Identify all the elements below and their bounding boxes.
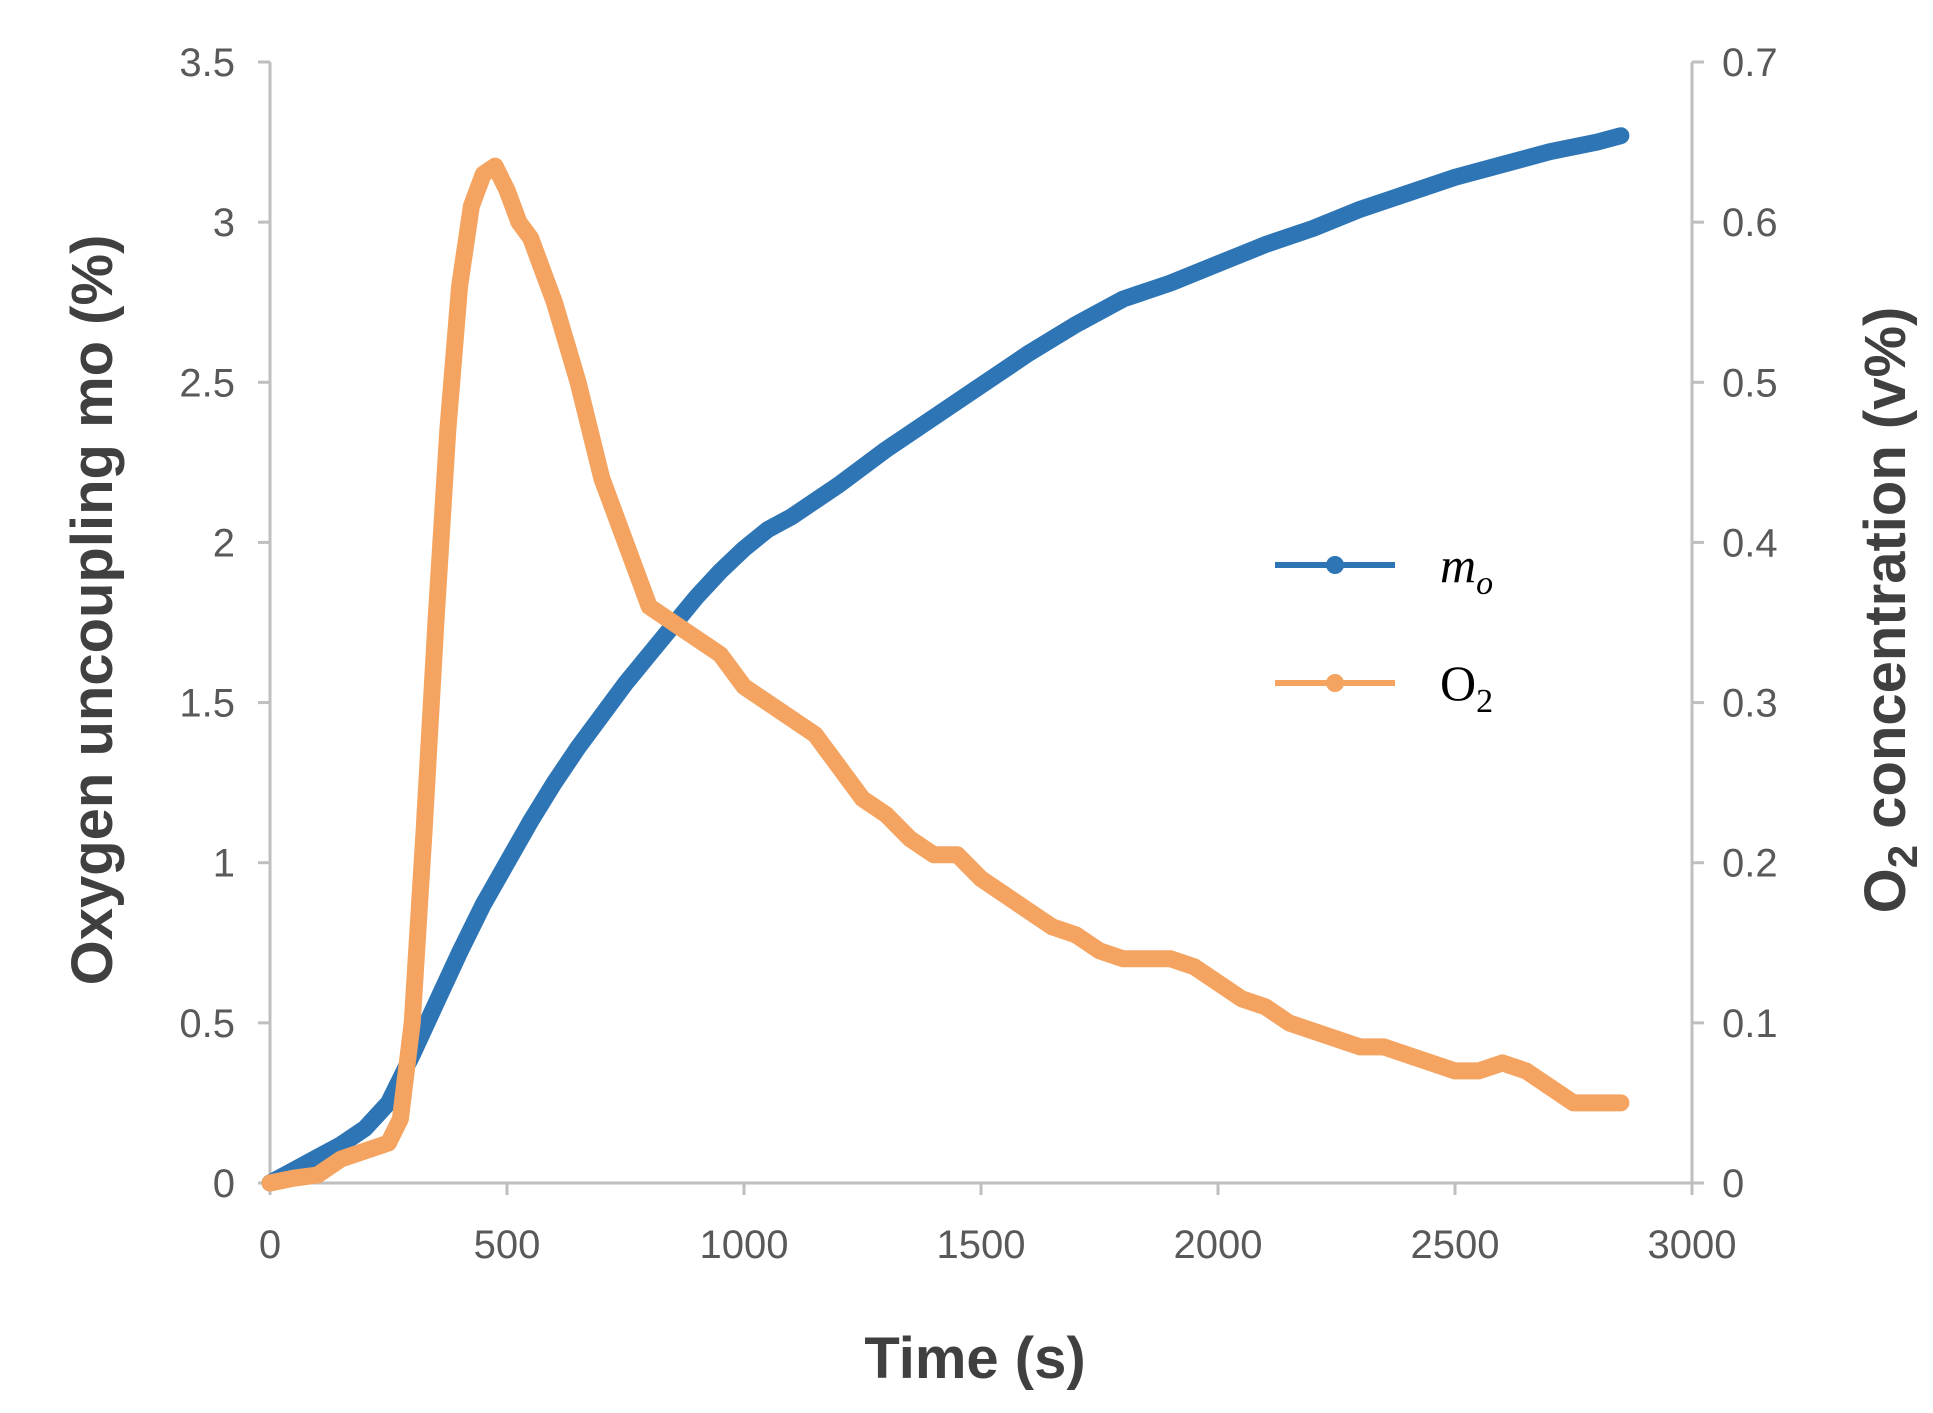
y-right-tick-label: 0.4 (1722, 521, 1778, 565)
legend-label-mo: mo (1440, 537, 1493, 602)
chart-ticks: 0 500 1000 1500 2000 2500 3000 0 0.5 1 1.5 2 2.5 3 3.5… (179, 41, 1777, 1267)
x-tick-label: 1000 (700, 1223, 789, 1267)
y-left-tick-label: 3 (213, 201, 235, 245)
y-right-tick-label: 0 (1722, 1162, 1744, 1206)
chart-axes (268, 62, 1694, 1185)
y-left-tick-label: 1.5 (179, 682, 235, 726)
x-tick-label: 2000 (1174, 1223, 1263, 1267)
legend-label-o2-sub: 2 (1476, 683, 1493, 720)
x-tick-label: 1500 (937, 1223, 1026, 1267)
x-tick-label: 2500 (1411, 1223, 1500, 1267)
legend-label-o2-main: O (1440, 655, 1476, 711)
series-line-o2 (261, 157, 1630, 1192)
y-right-tick-label: 0.1 (1722, 1002, 1778, 1046)
legend-marker-mo (1326, 556, 1344, 574)
series-line-mo (261, 127, 1630, 1192)
x-axis-title: Time (s) (864, 1326, 1085, 1391)
x-tick-label: 3000 (1648, 1223, 1737, 1267)
legend-label-o2: O2 (1440, 655, 1493, 720)
y-right-tick-label: 0.7 (1722, 41, 1778, 85)
y-left-tick-label: 0.5 (179, 1002, 235, 1046)
y-right-title-rest: concentration (v%) (1853, 307, 1918, 845)
y-right-axis-title: O2 concentration (v%) (1853, 307, 1926, 914)
y-right-title-main: O (1853, 868, 1918, 913)
x-tick-label: 0 (259, 1223, 281, 1267)
legend-marker-o2 (1326, 674, 1344, 692)
legend: mo O2 (1275, 537, 1493, 720)
y-right-tick-label: 0.2 (1722, 842, 1778, 886)
x-tick-label: 500 (474, 1223, 541, 1267)
y-right-title-sub: 2 (1879, 845, 1926, 868)
y-left-tick-label: 2 (213, 521, 235, 565)
y-left-axis-title: Oxygen uncoupling mo (%) (60, 235, 125, 986)
y-right-tick-label: 0.6 (1722, 201, 1778, 245)
y-left-tick-label: 3.5 (179, 41, 235, 85)
y-left-tick-label: 1 (213, 842, 235, 886)
y-left-tick-label: 2.5 (179, 361, 235, 405)
y-right-tick-label: 0.3 (1722, 682, 1778, 726)
y-left-tick-label: 0 (213, 1162, 235, 1206)
y-right-tick-label: 0.5 (1722, 361, 1778, 405)
legend-label-mo-sub: o (1476, 565, 1493, 602)
legend-label-mo-main: m (1440, 537, 1476, 593)
chart-series (261, 127, 1630, 1192)
